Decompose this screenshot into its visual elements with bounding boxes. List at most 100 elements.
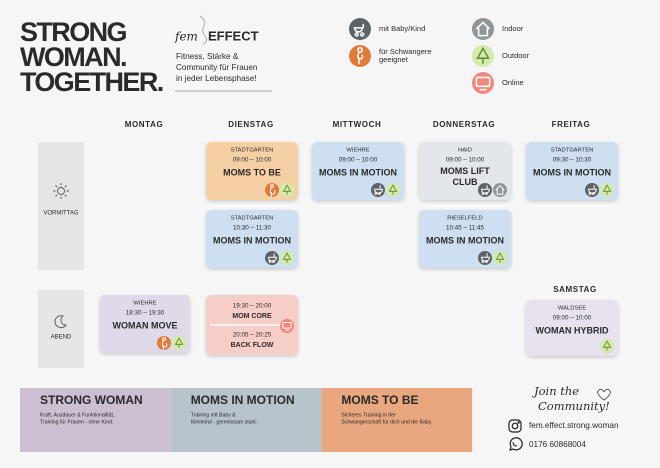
period-box	[38, 290, 84, 368]
logo-line: STRONG	[20, 17, 127, 47]
brand-script: fem	[174, 30, 198, 44]
class-time: 09:00 – 10:00	[339, 157, 378, 164]
class-card	[526, 300, 618, 356]
day-header: DIENSTAG	[228, 120, 274, 129]
pregnant-icon	[265, 183, 279, 198]
icon-glyph	[174, 337, 184, 348]
icon-circle	[349, 18, 371, 40]
sun-icon	[53, 183, 69, 199]
logo-line: TOGETHER.	[20, 67, 163, 97]
icon-glyph	[475, 76, 491, 88]
legend-label: Online	[502, 78, 524, 87]
program-description: Schwangerschaft für dich und die Baby.	[341, 419, 432, 425]
pregnant-icon	[157, 336, 171, 351]
icon-glyph	[481, 253, 490, 262]
icon-glyph	[481, 192, 485, 195]
icon-circle	[265, 183, 279, 197]
icon-glyph	[354, 32, 359, 37]
tagline-line: Community für Frauen	[176, 63, 258, 72]
class-time: 19:30 – 20:00	[233, 303, 272, 310]
icon-circle	[472, 45, 494, 67]
program-title: STRONG WOMAN	[40, 393, 143, 407]
pregnant-icon	[349, 45, 371, 67]
class-time: 20:05 – 20:25	[233, 332, 272, 339]
legend-label: mit Baby/Kind	[379, 24, 425, 33]
moon-icon	[54, 315, 67, 329]
icon-glyph	[360, 32, 365, 37]
class-title: WOMAN HYBRID	[536, 325, 609, 335]
icon-circle	[172, 336, 186, 350]
class-title: MOMS IN MOTION	[426, 235, 504, 245]
instagram-icon	[508, 419, 522, 433]
baby-icon	[478, 251, 492, 265]
class-location: STADTGARTEN	[231, 216, 274, 222]
icon-glyph	[481, 260, 485, 263]
program-band	[20, 388, 171, 452]
icon-glyph	[602, 184, 612, 195]
class-title: MOMS IN MOTION	[533, 167, 611, 177]
icon-glyph	[592, 192, 595, 195]
icon-circle	[280, 251, 294, 265]
baby-icon	[478, 183, 492, 197]
icon-glyph	[481, 185, 490, 194]
class-title: MOMS IN MOTION	[319, 167, 397, 177]
online-icon	[472, 72, 494, 94]
outdoor-icon	[386, 183, 400, 197]
icon-glyph	[282, 322, 292, 329]
outdoor-icon	[600, 183, 614, 197]
period-label: VORMITTAG	[43, 211, 79, 217]
program-description: Kraft, Ausdauer & Funktionalität,	[40, 412, 114, 418]
tagline-line: in jeder Lebensphase!	[176, 74, 257, 83]
icon-glyph	[282, 184, 292, 195]
icon-glyph	[269, 187, 276, 198]
online-icon	[280, 319, 294, 333]
class-location: WIEHRE	[346, 148, 369, 154]
icon-glyph	[484, 260, 488, 263]
icon-glyph	[588, 192, 592, 195]
legend-label: Indoor	[502, 24, 524, 33]
class-location: STADTGARTEN	[551, 148, 594, 154]
join-line: Join the	[532, 384, 579, 398]
icon-circle	[472, 18, 494, 40]
legend-label: Outdoor	[502, 51, 530, 60]
outdoor-icon	[493, 251, 507, 265]
legend-label: für Schwangere	[379, 47, 432, 56]
legend-label: geeignet	[379, 55, 409, 64]
class-location: STADTGARTEN	[231, 148, 274, 154]
baby-icon	[585, 183, 599, 197]
icon-glyph	[602, 340, 612, 351]
whatsapp-number: 0176 60868004	[529, 440, 586, 449]
class-title: MOMS IN MOTION	[213, 235, 291, 245]
icon-circle	[386, 183, 400, 197]
class-title: WOMAN MOVE	[113, 320, 178, 330]
icon-glyph	[374, 185, 383, 194]
icon-glyph	[162, 337, 166, 342]
outdoor-icon	[600, 339, 614, 353]
join-line: Community!	[538, 399, 610, 413]
period-label: ABEND	[51, 335, 72, 341]
icon-glyph	[353, 23, 365, 33]
logo-figure	[199, 15, 207, 45]
class-title: BACK FLOW	[231, 342, 274, 349]
outdoor-icon	[472, 45, 494, 67]
icon-glyph	[484, 192, 488, 195]
outdoor-icon	[172, 336, 186, 350]
day-header: MONTAG	[125, 120, 164, 129]
icon-glyph	[495, 252, 505, 263]
icon-circle	[600, 339, 614, 353]
icon-glyph	[588, 185, 597, 194]
class-time: 09:30 – 10:30	[553, 157, 592, 164]
icon-circle	[600, 183, 614, 197]
period-box	[38, 142, 84, 270]
logo-line: WOMAN.	[20, 42, 126, 72]
heart-doodle	[597, 388, 611, 401]
class-location: WIEHRE	[133, 301, 156, 307]
class-title: CLUB	[453, 177, 478, 187]
program-band	[170, 388, 322, 452]
icon-circle	[585, 183, 599, 197]
icon-circle	[493, 183, 507, 197]
icon-circle	[349, 45, 371, 67]
icon-glyph	[282, 252, 292, 263]
outdoor-icon	[280, 251, 294, 265]
